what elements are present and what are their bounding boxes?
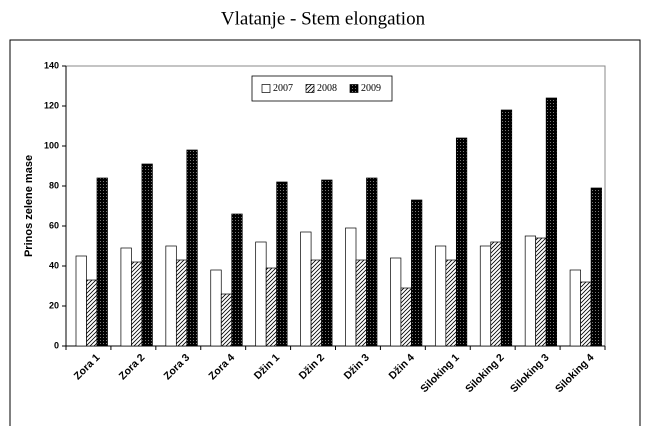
bar — [220, 293, 233, 347]
bar — [500, 109, 513, 347]
y-tick-label: 60 — [49, 220, 59, 230]
bar — [96, 177, 108, 347]
bar — [175, 259, 188, 347]
bar — [580, 281, 592, 347]
bar — [265, 267, 278, 347]
y-tick-label: 20 — [49, 300, 59, 310]
y-tick-label: 120 — [44, 100, 59, 110]
bar — [535, 237, 547, 347]
legend-label: 2007 — [273, 83, 293, 94]
bar — [255, 241, 267, 347]
x-tick-label: Zora 4 — [206, 351, 237, 382]
bar — [75, 255, 87, 347]
bar — [411, 199, 423, 347]
bar — [545, 97, 558, 347]
legend-label: 2009 — [361, 83, 381, 94]
x-tick-label: Siloking 4 — [553, 351, 597, 395]
y-tick-label: 100 — [44, 140, 59, 150]
bar — [490, 241, 502, 347]
x-tick-label: Siloking 1 — [418, 351, 462, 395]
bar — [210, 269, 222, 347]
bar — [434, 245, 447, 347]
bar — [321, 179, 333, 347]
x-tick-label: Zora 3 — [161, 351, 192, 382]
y-tick-label: 80 — [49, 180, 59, 190]
frame — [9, 39, 641, 426]
x-tick-label: Zora 2 — [117, 351, 148, 382]
bar — [131, 261, 143, 347]
x-tick-label: Zora 1 — [72, 351, 103, 382]
bar — [590, 187, 602, 347]
x-tick-label: Džin 1 — [252, 351, 282, 381]
bar — [390, 257, 402, 347]
chart-title: Vlatanje - Stem elongation — [221, 8, 426, 29]
x-tick-label: Džin 3 — [342, 351, 372, 381]
bar — [400, 287, 412, 347]
bar — [86, 279, 98, 347]
bar — [345, 227, 357, 347]
bar — [310, 259, 322, 347]
legend-swatch — [349, 84, 359, 93]
y-tick-label: 0 — [54, 340, 59, 350]
legend-label: 2008 — [317, 83, 337, 94]
x-tick-label: Siloking 2 — [463, 351, 507, 395]
bar — [231, 213, 243, 347]
bar — [141, 163, 153, 347]
x-tick-label: Džin 4 — [386, 351, 416, 381]
y-tick-label: 140 — [44, 60, 59, 70]
bar — [445, 259, 457, 347]
legend — [251, 75, 393, 102]
bar — [355, 259, 367, 347]
x-tick-label: Džin 2 — [297, 351, 327, 381]
x-tick-label: Siloking 3 — [508, 351, 552, 395]
bar — [366, 177, 378, 347]
bar — [479, 245, 492, 347]
bar — [524, 235, 537, 347]
bar — [569, 269, 581, 347]
bar — [276, 181, 288, 347]
bar — [186, 149, 198, 347]
y-axis-label: Prinos zelene mase — [23, 155, 35, 257]
legend-swatch — [305, 84, 315, 93]
legend-swatch — [261, 84, 271, 93]
bar — [120, 247, 132, 347]
y-tick-label: 40 — [49, 260, 59, 270]
bar — [455, 137, 468, 347]
bar — [165, 245, 177, 347]
bar — [300, 231, 312, 347]
